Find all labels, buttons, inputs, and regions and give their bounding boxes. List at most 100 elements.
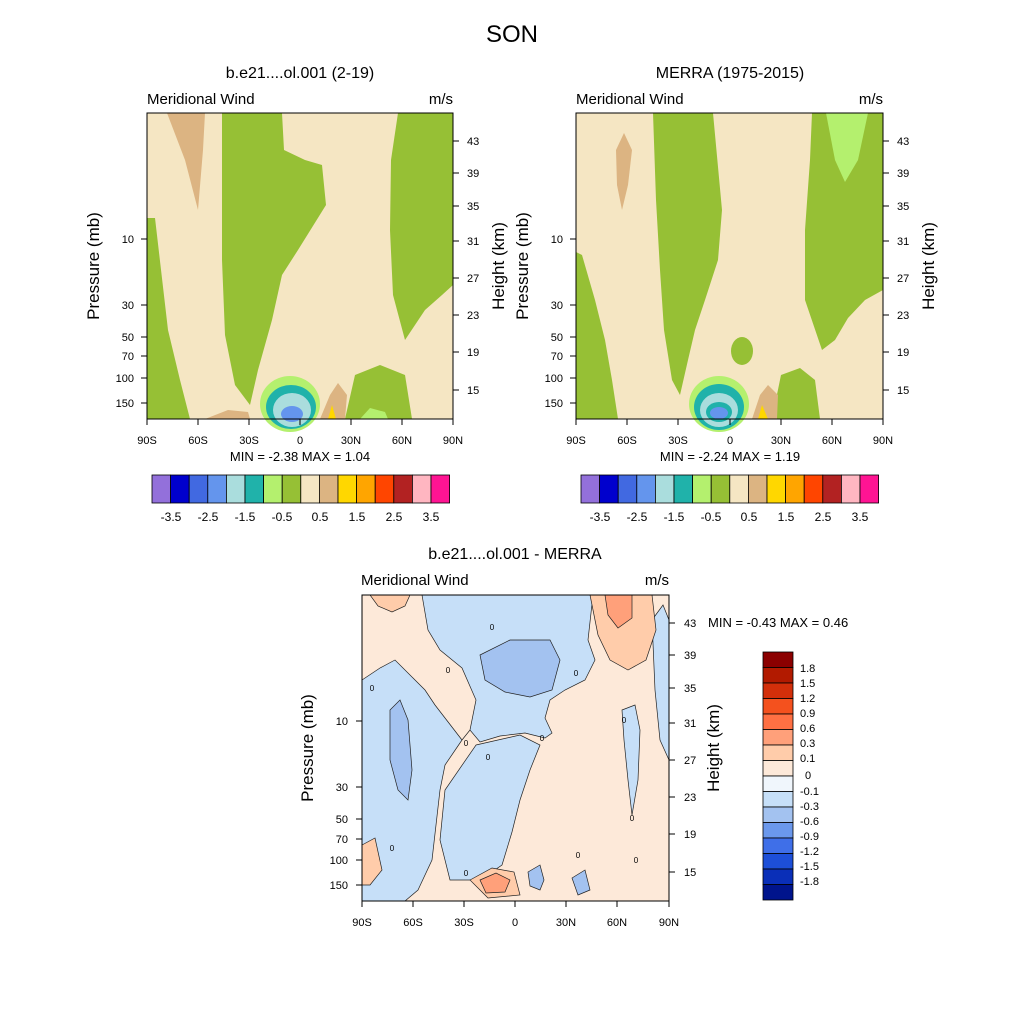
colorbar: -3.5 -2.5 -1.5 -0.5 0.5 1.5 2.5 3.5 bbox=[151, 474, 451, 524]
contour-label: 0 bbox=[446, 666, 451, 675]
colorbar-swatch bbox=[225, 474, 246, 504]
panel-merra: MERRA (1975-2015) Meridional Wind m/s bbox=[513, 65, 938, 524]
colorbar-label: 0.9 bbox=[800, 708, 815, 720]
colorbar-label: -1.5 bbox=[235, 510, 256, 524]
y-tick-label: 150 bbox=[116, 398, 134, 410]
colorbar: -3.5 -2.5 -1.5 -0.5 0.5 1.5 2.5 3.5 bbox=[580, 474, 880, 524]
y-tick-labels: 10 30 50 70 100 150 bbox=[116, 234, 134, 410]
y-tick-labels: 10 30 50 70 100 150 bbox=[330, 716, 348, 892]
colorbar-label: -1.2 bbox=[800, 846, 819, 858]
colorbar-label: 0.3 bbox=[800, 738, 815, 750]
y-right-tick-label: 27 bbox=[467, 273, 479, 285]
colorbar-label: -0.3 bbox=[800, 801, 819, 813]
x-tick-label: 0 bbox=[727, 435, 733, 447]
y-right-tick-label: 27 bbox=[897, 273, 909, 285]
left-string: Meridional Wind bbox=[147, 91, 255, 108]
x-tick-label: 0 bbox=[512, 917, 518, 929]
colorbar-swatch bbox=[636, 474, 656, 504]
colorbar-label: -1.5 bbox=[664, 510, 685, 524]
contour-label: 0 bbox=[464, 869, 469, 878]
colorbar-label: -0.1 bbox=[800, 786, 819, 798]
colorbar-swatch bbox=[318, 474, 339, 504]
colorbar-label: 1.5 bbox=[800, 678, 815, 690]
y-right-tick-label: 43 bbox=[467, 136, 479, 148]
colorbar-swatch bbox=[580, 474, 601, 504]
y-right-tick-labels: 43 39 35 31 27 23 19 15 bbox=[684, 618, 696, 879]
y-right-tick-label: 19 bbox=[897, 347, 909, 359]
colorbar-swatch bbox=[762, 853, 794, 870]
y-tick-label: 70 bbox=[336, 834, 348, 846]
colorbar-swatch bbox=[841, 474, 861, 504]
min-max-readout: MIN = -0.43 MAX = 0.46 bbox=[708, 615, 848, 630]
y-right-tick-label: 39 bbox=[897, 168, 909, 180]
y-tick-label: 150 bbox=[330, 880, 348, 892]
colorbar-swatch bbox=[762, 791, 794, 808]
colorbar-label: -2.5 bbox=[627, 510, 648, 524]
colorbar-swatch bbox=[281, 474, 302, 504]
colorbar-swatch bbox=[766, 474, 787, 504]
colorbar-label: -1.8 bbox=[800, 876, 819, 888]
contour-field bbox=[147, 113, 453, 432]
colorbar-swatch bbox=[762, 682, 794, 699]
colorbar-label: -0.9 bbox=[800, 831, 819, 843]
colorbar-swatch bbox=[762, 837, 794, 854]
y-tick-label: 30 bbox=[336, 782, 348, 794]
x-tick-label: 60N bbox=[607, 917, 627, 929]
colorbar-swatch bbox=[762, 698, 794, 715]
colorbar-swatch bbox=[762, 713, 794, 730]
y-right-tick-label: 31 bbox=[467, 236, 479, 248]
y-right-ticks bbox=[669, 622, 675, 873]
y-axis-ticks bbox=[356, 720, 362, 886]
y-right-axis-label: Height (km) bbox=[919, 222, 938, 310]
y-right-tick-label: 43 bbox=[684, 618, 696, 630]
y-right-axis-label: Height (km) bbox=[489, 222, 508, 310]
colorbar-swatch bbox=[762, 651, 794, 668]
colorbar-swatch bbox=[785, 474, 805, 504]
contour-label: 0 bbox=[370, 684, 375, 693]
y-tick-label: 50 bbox=[336, 814, 348, 826]
colorbar-label: 1.2 bbox=[800, 693, 815, 705]
colorbar-swatch bbox=[762, 775, 794, 792]
y-tick-label: 30 bbox=[551, 300, 563, 312]
x-tick-label: 30N bbox=[556, 917, 576, 929]
y-right-tick-label: 15 bbox=[897, 385, 909, 397]
x-tick-label: 90S bbox=[137, 435, 157, 447]
x-tick-label: 30S bbox=[668, 435, 688, 447]
right-string: m/s bbox=[429, 91, 453, 108]
y-axis-ticks bbox=[570, 238, 576, 404]
x-tick-label: 30N bbox=[341, 435, 361, 447]
colorbar-swatch bbox=[762, 884, 794, 901]
colorbar-swatch bbox=[430, 474, 451, 504]
y-tick-label: 100 bbox=[330, 855, 348, 867]
colorbar-swatch bbox=[692, 474, 712, 504]
left-string: Meridional Wind bbox=[361, 572, 469, 589]
colorbar-swatch bbox=[374, 474, 395, 504]
x-axis-ticks bbox=[575, 419, 884, 425]
x-axis-ticks bbox=[146, 419, 454, 425]
x-tick-label: 30N bbox=[771, 435, 791, 447]
y-tick-label: 10 bbox=[336, 716, 348, 728]
y-right-tick-label: 39 bbox=[684, 650, 696, 662]
colorbar-swatch bbox=[170, 474, 190, 504]
x-tick-label: 60S bbox=[403, 917, 423, 929]
y-right-tick-label: 35 bbox=[684, 683, 696, 695]
colorbar-label: -3.5 bbox=[590, 510, 611, 524]
x-tick-label: 90N bbox=[443, 435, 463, 447]
colorbar-vertical: 1.8 1.5 1.2 0.9 0.6 0.3 0.1 0 -0.1 -0.3 … bbox=[762, 651, 819, 901]
colorbar-label: 0.6 bbox=[800, 723, 815, 735]
y-right-tick-label: 43 bbox=[897, 136, 909, 148]
y-tick-label: 10 bbox=[551, 234, 563, 246]
colorbar-swatch bbox=[822, 474, 842, 504]
x-tick-label: 90S bbox=[566, 435, 586, 447]
y-right-ticks bbox=[883, 140, 889, 391]
colorbar-label: 3.5 bbox=[423, 510, 440, 524]
x-tick-label: 60S bbox=[617, 435, 637, 447]
colorbar-label: -1.5 bbox=[800, 861, 819, 873]
y-axis-label: Pressure (mb) bbox=[298, 694, 317, 802]
colorbar-swatch bbox=[599, 474, 619, 504]
colorbar-label: 1.5 bbox=[349, 510, 366, 524]
panel-title: b.e21....ol.001 - MERRA bbox=[428, 546, 602, 563]
y-tick-label: 100 bbox=[116, 373, 134, 385]
right-string: m/s bbox=[645, 572, 669, 589]
y-tick-label: 30 bbox=[122, 300, 134, 312]
